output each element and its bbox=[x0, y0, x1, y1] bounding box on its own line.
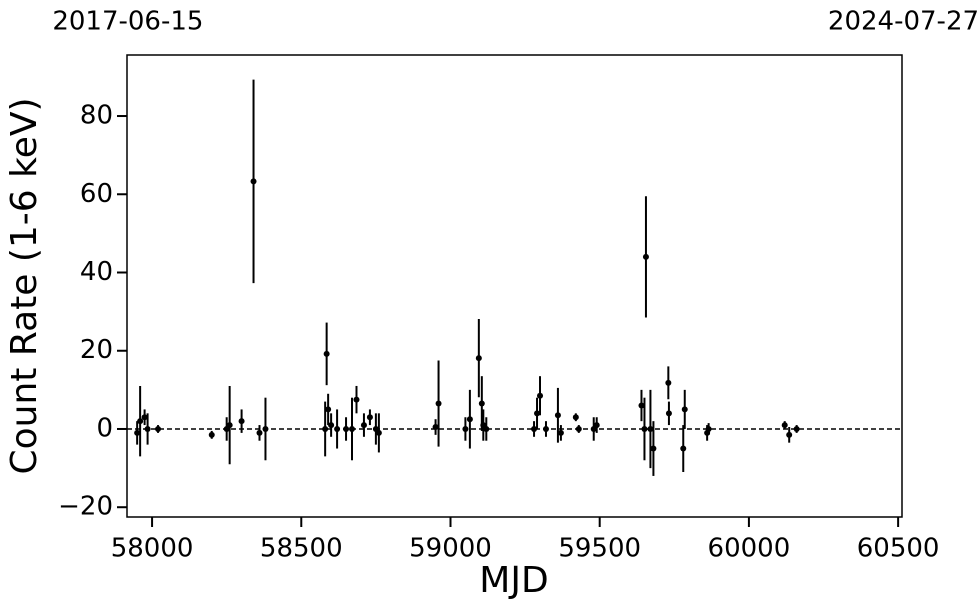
data-point bbox=[665, 410, 672, 417]
x-tick-label: 59000 bbox=[409, 534, 492, 564]
data-point bbox=[360, 422, 367, 429]
plot-frame bbox=[126, 54, 903, 518]
y-tick-label: −20 bbox=[58, 492, 113, 522]
data-point bbox=[557, 429, 564, 436]
data-point bbox=[554, 412, 561, 419]
data-point bbox=[483, 425, 490, 432]
data-point bbox=[322, 425, 329, 432]
data-point bbox=[328, 422, 335, 429]
y-tick-label: 60 bbox=[80, 179, 113, 209]
data-point bbox=[366, 414, 373, 421]
data-point bbox=[325, 406, 332, 413]
top-date-label: 2017-06-15 bbox=[52, 7, 203, 37]
data-point bbox=[572, 414, 579, 421]
y-axis-label: Count Rate (1-6 keV) bbox=[4, 97, 45, 474]
data-point bbox=[681, 406, 688, 413]
data-point bbox=[353, 396, 360, 403]
data-point bbox=[793, 425, 800, 432]
x-tick-label: 58000 bbox=[111, 534, 194, 564]
data-point bbox=[647, 425, 654, 432]
data-point bbox=[334, 425, 341, 432]
data-point bbox=[238, 418, 245, 425]
data-point bbox=[250, 178, 257, 185]
x-tick-label: 59500 bbox=[558, 534, 641, 564]
data-point bbox=[531, 425, 538, 432]
data-point bbox=[680, 445, 687, 452]
data-point bbox=[462, 425, 469, 432]
data-point bbox=[343, 425, 350, 432]
data-point bbox=[575, 425, 582, 432]
data-point bbox=[375, 429, 382, 436]
top-date-label: 2024-07-27 bbox=[828, 7, 979, 37]
data-point bbox=[642, 253, 649, 260]
data-point bbox=[323, 350, 330, 357]
data-point bbox=[349, 425, 356, 432]
data-point bbox=[432, 424, 439, 431]
data-point bbox=[534, 410, 541, 417]
data-point bbox=[781, 422, 788, 429]
data-point bbox=[144, 425, 151, 432]
x-tick-label: 60500 bbox=[857, 534, 940, 564]
y-tick-label: 20 bbox=[80, 335, 113, 365]
data-point bbox=[650, 445, 657, 452]
data-point bbox=[137, 418, 144, 425]
data-point bbox=[705, 425, 712, 432]
data-point bbox=[638, 402, 645, 409]
x-axis-label: MJD bbox=[479, 560, 548, 601]
data-point bbox=[786, 431, 793, 438]
data-point bbox=[466, 416, 473, 423]
data-point bbox=[262, 425, 269, 432]
data-point bbox=[226, 422, 233, 429]
x-tick-label: 60000 bbox=[708, 534, 791, 564]
data-point bbox=[478, 400, 485, 407]
data-point bbox=[537, 392, 544, 399]
y-tick-label: 80 bbox=[80, 101, 113, 131]
data-point bbox=[641, 425, 648, 432]
data-point bbox=[141, 414, 148, 421]
data-point bbox=[208, 431, 215, 438]
data-point bbox=[435, 400, 442, 407]
data-point bbox=[134, 429, 141, 436]
data-point bbox=[475, 355, 482, 362]
y-tick-label: 0 bbox=[96, 413, 113, 443]
data-point bbox=[593, 422, 600, 429]
data-point bbox=[155, 425, 162, 432]
data-point bbox=[665, 379, 672, 386]
data-point bbox=[542, 425, 549, 432]
x-tick-label: 58500 bbox=[260, 534, 343, 564]
y-tick-label: 40 bbox=[80, 257, 113, 287]
data-point bbox=[256, 429, 263, 436]
